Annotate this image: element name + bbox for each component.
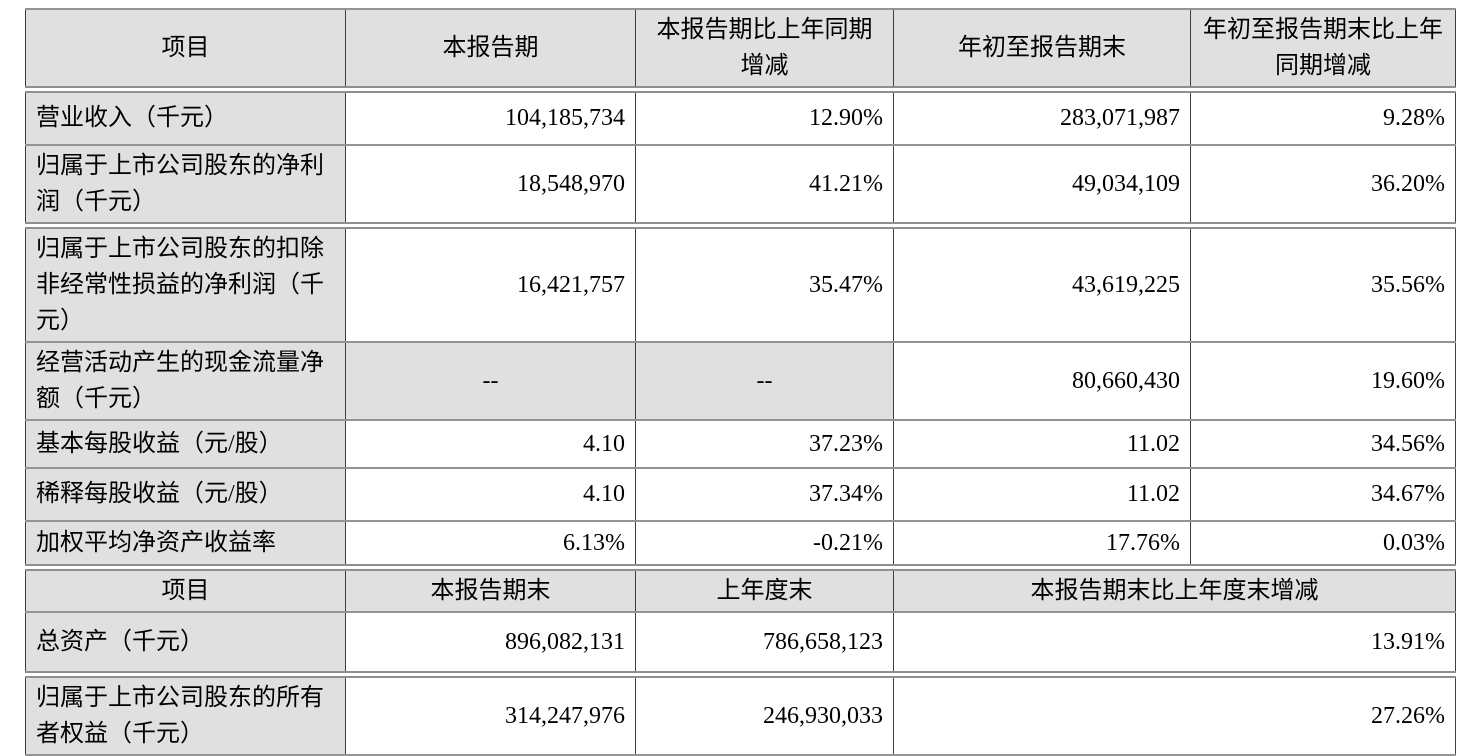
current-period-yoy: 37.23% — [635, 418, 894, 469]
header-row-period-end: 项目 本报告期末 上年度末 本报告期末比上年度末增减 — [25, 564, 1456, 613]
col-header-ytd: 年初至报告期末 — [893, 8, 1191, 91]
ytd-value: 49,034,109 — [893, 143, 1191, 226]
current-period-value: -- — [345, 340, 636, 421]
ytd-value: 43,619,225 — [893, 221, 1191, 343]
item-label: 营业收入（千元） — [25, 86, 346, 146]
row-equity-attributable-to-shareholders: 归属于上市公司股东的所有者权益（千元） 314,247,976 246,930,… — [25, 670, 1456, 756]
row-operating-revenue: 营业收入（千元） 104,185,734 12.90% 283,071,987 … — [25, 86, 1456, 146]
item-label: 归属于上市公司股东的所有者权益（千元） — [25, 670, 346, 756]
ytd-value: 11.02 — [893, 466, 1191, 522]
item-label: 经营活动产生的现金流量净额（千元） — [25, 340, 346, 421]
current-period-value: 6.13% — [345, 519, 636, 569]
prior-year-end-value: 246,930,033 — [635, 670, 894, 756]
item-label: 稀释每股收益（元/股） — [25, 466, 346, 522]
col-header-current-period: 本报告期 — [345, 8, 636, 91]
period-end-change: 13.91% — [893, 611, 1456, 675]
financial-summary-table: 项目 本报告期 本报告期比上年同期增减 年初至报告期末 年初至报告期末比上年同期… — [25, 8, 1456, 756]
ytd-value: 80,660,430 — [893, 340, 1191, 421]
row-operating-cash-flow: 经营活动产生的现金流量净额（千元） -- -- 80,660,430 19.60… — [25, 340, 1456, 421]
period-end-value: 314,247,976 — [345, 670, 636, 756]
col-header-period-end-change: 本报告期末比上年度末增减 — [893, 564, 1456, 613]
row-weighted-avg-roe: 加权平均净资产收益率 6.13% -0.21% 17.76% 0.03% — [25, 519, 1456, 569]
item-label: 归属于上市公司股东的净利润（千元） — [25, 143, 346, 226]
item-label: 归属于上市公司股东的扣除非经常性损益的净利润（千元） — [25, 221, 346, 343]
current-period-yoy: -- — [635, 340, 894, 421]
col-header-prior-year-end: 上年度末 — [635, 564, 894, 613]
ytd-yoy: 9.28% — [1190, 86, 1456, 146]
col-header-item: 项目 — [25, 564, 346, 613]
current-period-value: 18,548,970 — [345, 143, 636, 226]
col-header-current-period-yoy: 本报告期比上年同期增减 — [635, 8, 894, 91]
ytd-yoy: 35.56% — [1190, 221, 1456, 343]
col-header-item: 项目 — [25, 8, 346, 91]
prior-year-end-value: 786,658,123 — [635, 611, 894, 675]
row-net-profit-excl-nonrecurring: 归属于上市公司股东的扣除非经常性损益的净利润（千元） 16,421,757 35… — [25, 221, 1456, 343]
row-basic-eps: 基本每股收益（元/股） 4.10 37.23% 11.02 34.56% — [25, 418, 1456, 469]
current-period-value: 4.10 — [345, 466, 636, 522]
ytd-value: 283,071,987 — [893, 86, 1191, 146]
current-period-value: 16,421,757 — [345, 221, 636, 343]
row-net-profit: 归属于上市公司股东的净利润（千元） 18,548,970 41.21% 49,0… — [25, 143, 1456, 226]
ytd-yoy: 36.20% — [1190, 143, 1456, 226]
period-end-change: 27.26% — [893, 670, 1456, 756]
item-label: 总资产（千元） — [25, 611, 346, 675]
current-period-yoy: 37.34% — [635, 466, 894, 522]
period-end-value: 896,082,131 — [345, 611, 636, 675]
ytd-value: 11.02 — [893, 418, 1191, 469]
current-period-value: 4.10 — [345, 418, 636, 469]
col-header-ytd-yoy: 年初至报告期末比上年同期增减 — [1190, 8, 1456, 91]
item-label: 基本每股收益（元/股） — [25, 418, 346, 469]
ytd-yoy: 34.56% — [1190, 418, 1456, 469]
item-label: 加权平均净资产收益率 — [25, 519, 346, 569]
ytd-value: 17.76% — [893, 519, 1191, 569]
current-period-yoy: 35.47% — [635, 221, 894, 343]
current-period-value: 104,185,734 — [345, 86, 636, 146]
financial-summary-table-wrap: 项目 本报告期 本报告期比上年同期增减 年初至报告期末 年初至报告期末比上年同期… — [25, 8, 1456, 756]
ytd-yoy: 0.03% — [1190, 519, 1456, 569]
row-total-assets: 总资产（千元） 896,082,131 786,658,123 13.91% — [25, 611, 1456, 675]
ytd-yoy: 34.67% — [1190, 466, 1456, 522]
current-period-yoy: 12.90% — [635, 86, 894, 146]
header-row-period: 项目 本报告期 本报告期比上年同期增减 年初至报告期末 年初至报告期末比上年同期… — [25, 8, 1456, 91]
current-period-yoy: -0.21% — [635, 519, 894, 569]
ytd-yoy: 19.60% — [1190, 340, 1456, 421]
col-header-period-end: 本报告期末 — [345, 564, 636, 613]
row-diluted-eps: 稀释每股收益（元/股） 4.10 37.34% 11.02 34.67% — [25, 466, 1456, 522]
current-period-yoy: 41.21% — [635, 143, 894, 226]
